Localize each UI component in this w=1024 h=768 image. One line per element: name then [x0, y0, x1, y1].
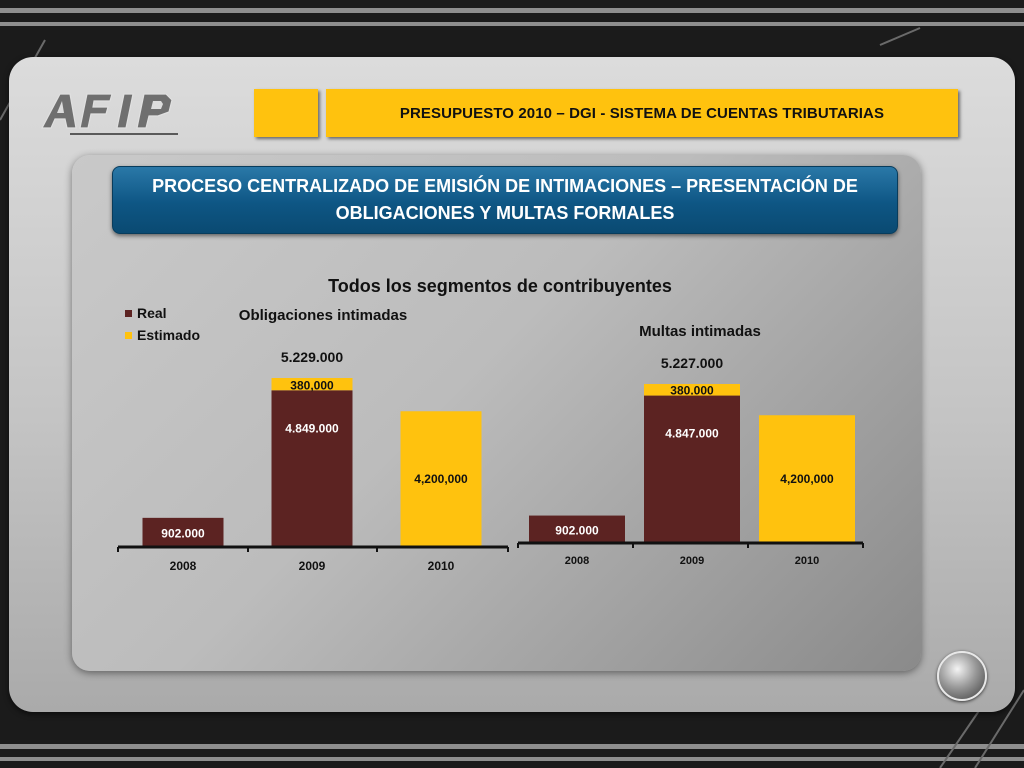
title-banner: PROCESO CENTRALIZADO DE EMISIÓN DE INTIM… — [112, 166, 898, 234]
chart-subtitle-multas: Multas intimadas — [639, 323, 761, 340]
top-stripe-2 — [0, 22, 1024, 26]
bottom-stripe-2 — [0, 757, 1024, 761]
navigation-round-button[interactable] — [937, 651, 987, 701]
bar-estimado-multas-2010 — [759, 415, 855, 543]
bar-label-estimado-multas-2010: 4,200,000 — [780, 472, 834, 486]
x-tick-label-multas-2008: 2008 — [565, 555, 589, 567]
bar-real-obligaciones-2008 — [142, 517, 224, 547]
legend-swatch-estimado — [125, 332, 132, 339]
x-tick-label-obligaciones-2008: 2008 — [170, 559, 197, 573]
x-tick-label-multas-2010: 2010 — [795, 555, 819, 567]
bar-estimado-multas-2009 — [644, 384, 740, 396]
total-label-multas-2009: 5.227.000 — [661, 355, 723, 371]
page-title: PRESUPUESTO 2010 – DGI - SISTEMA DE CUEN… — [399, 104, 885, 122]
bar-label-estimado-multas-2009: 380.000 — [670, 384, 714, 398]
chart-title: Todos los segmentos de contribuyentes — [328, 276, 672, 296]
banner-title: PROCESO CENTRALIZADO DE EMISIÓN DE INTIM… — [125, 173, 885, 227]
bar-estimado-obligaciones-2010 — [400, 411, 482, 547]
legend-swatch-real — [125, 310, 132, 317]
bar-real-obligaciones-2009 — [271, 390, 353, 547]
x-tick-label-obligaciones-2009: 2009 — [299, 559, 326, 573]
bar-label-estimado-obligaciones-2009: 380,000 — [290, 378, 334, 392]
header-bar: PRESUPUESTO 2010 – DGI - SISTEMA DE CUEN… — [326, 89, 958, 137]
afip-logo-icon — [41, 93, 178, 135]
chart-subtitle-obligaciones: Obligaciones intimadas — [239, 307, 407, 324]
bar-label-real-obligaciones-2008: 902.000 — [161, 526, 205, 540]
bar-real-multas-2009 — [644, 395, 740, 543]
x-tick-label-obligaciones-2010: 2010 — [428, 559, 455, 573]
total-label-obligaciones-2009: 5.229.000 — [281, 349, 343, 365]
header-accent-square — [254, 89, 318, 137]
x-tick-label-multas-2009: 2009 — [680, 555, 704, 567]
legend-label-estimado: Estimado — [137, 327, 200, 343]
bar-estimado-obligaciones-2009 — [271, 378, 353, 391]
top-stripe — [0, 8, 1024, 13]
legend-label-real: Real — [137, 305, 167, 321]
bottom-stripe — [0, 744, 1024, 749]
bar-label-real-multas-2009: 4.847.000 — [665, 427, 719, 441]
banner-line-1: PROCESO CENTRALIZADO DE EMISIÓN DE INTIM… — [152, 176, 858, 196]
banner-line-2: OBLIGACIONES Y MULTAS FORMALES — [335, 203, 675, 223]
bar-label-estimado-obligaciones-2010: 4,200,000 — [414, 472, 468, 486]
slide-card — [72, 155, 921, 671]
bar-real-multas-2008 — [529, 515, 625, 543]
bar-label-real-multas-2008: 902.000 — [555, 523, 599, 537]
bar-label-real-obligaciones-2009: 4.849.000 — [285, 421, 339, 435]
